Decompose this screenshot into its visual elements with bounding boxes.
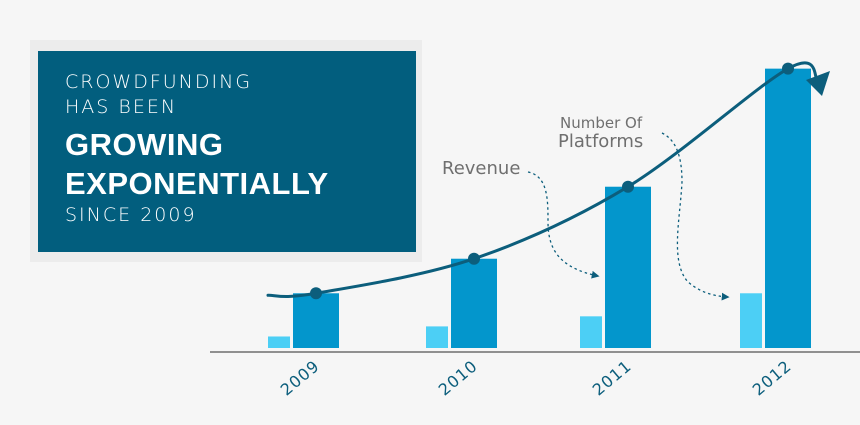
trend-point-2012 [782, 62, 794, 75]
trend-point-2010 [468, 252, 480, 265]
title-line-has-been: HAS BEEN [65, 96, 178, 118]
platforms-bar-2011 [605, 186, 651, 348]
title-card: CROWDFUNDING HAS BEEN GROWING EXPONENTIA… [30, 40, 422, 262]
callout-platforms-label-line1: Number Of [560, 114, 643, 132]
revenue-bar-2010 [426, 326, 448, 348]
tick-label-2011: 2011 [589, 356, 635, 399]
bars-layer [268, 68, 811, 348]
trend-layer [266, 61, 830, 300]
callout-platforms-arrow [661, 132, 730, 301]
title-line-growing: GROWING [65, 127, 224, 162]
callout-revenue-arrow [527, 171, 600, 279]
trend-point-2011 [622, 180, 634, 193]
revenue-bar-2009 [268, 336, 290, 348]
callout-platforms-label-line2: Platforms [558, 131, 643, 152]
title-line-since: SINCE 2009 [65, 204, 197, 226]
trend-line [266, 61, 820, 299]
revenue-bar-2012 [740, 293, 762, 348]
tick-labels: 2009 2010 2011 2012 [277, 356, 795, 399]
platforms-bar-2009 [293, 293, 339, 348]
trend-arrow-icon [806, 71, 830, 96]
tick-label-2012: 2012 [749, 356, 795, 399]
platforms-bar-2010 [451, 258, 497, 348]
tick-label-2009: 2009 [277, 356, 323, 399]
callout-revenue-label: Revenue [442, 158, 520, 179]
tick-label-2010: 2010 [435, 356, 481, 399]
title-panel: CROWDFUNDING HAS BEEN GROWING EXPONENTIA… [38, 51, 416, 252]
platforms-bar-2012 [765, 68, 811, 348]
revenue-bar-2011 [580, 316, 602, 348]
title-line-crowdfunding: CROWDFUNDING [65, 71, 253, 93]
trend-point-2009 [310, 287, 322, 300]
title-line-exponentially: EXPONENTIALLY [65, 166, 329, 201]
